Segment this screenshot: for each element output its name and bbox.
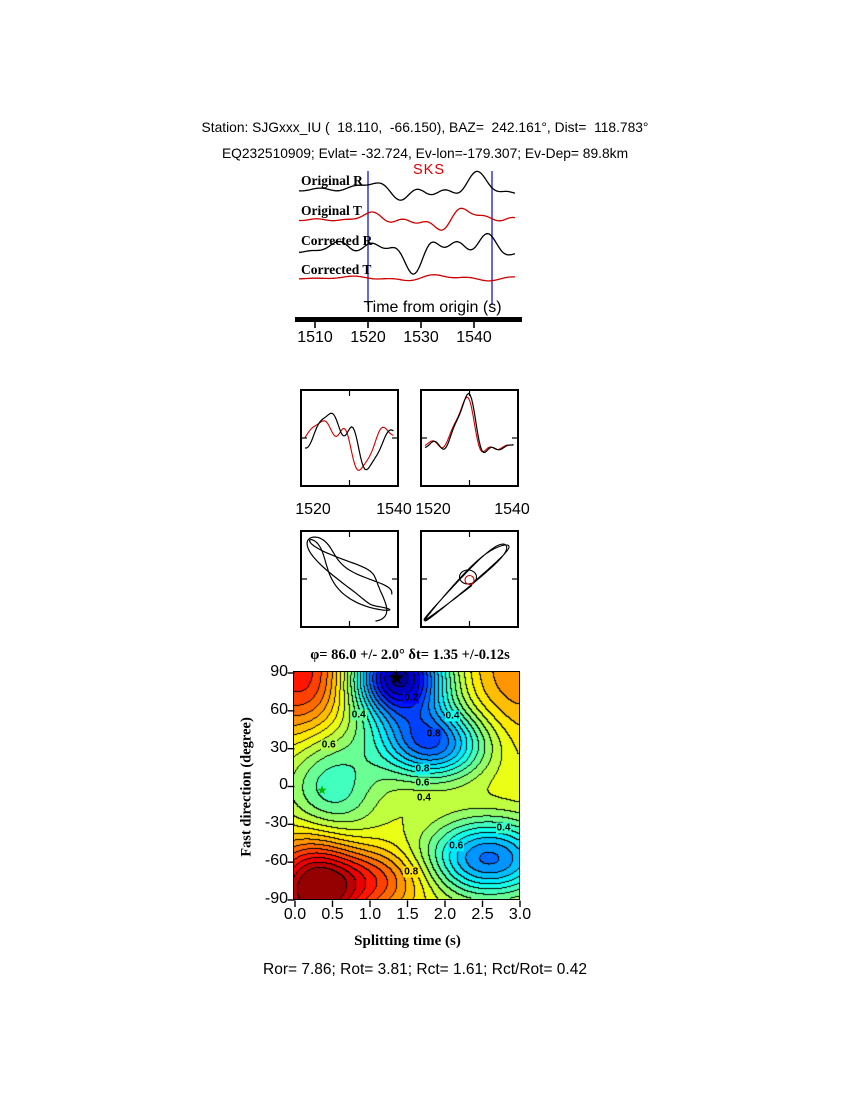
contour-inline-label: 0.4 <box>350 709 367 721</box>
trace-corrected-r <box>298 232 516 275</box>
particle-motion-after <box>422 532 517 626</box>
trace-label-corrected-r: Corrected R <box>301 233 373 248</box>
seismogram-traces-panel <box>298 170 516 305</box>
contour-xtick-label: 0.5 <box>321 906 344 923</box>
window-tick-label: 1540 <box>494 501 530 518</box>
particle-motion-red-loop <box>464 574 475 586</box>
station-header: Station: SJGxxx_IU ( 18.110, -66.150), B… <box>201 120 649 135</box>
contour-inline-label: 0.6 <box>448 840 465 852</box>
window-waveforms-after <box>422 391 517 485</box>
time-axis <box>295 317 522 322</box>
time-tick-label: 1540 <box>456 329 492 346</box>
window-tick-label: 1540 <box>376 501 412 518</box>
contour-xtick-label: 2.0 <box>433 906 457 923</box>
quality-stats: Ror= 7.86; Rot= 3.81; Rct= 1.61; Rct/Rot… <box>263 961 587 978</box>
misfit-contour-plot <box>293 671 521 901</box>
window-r-trace <box>305 412 394 471</box>
contour-xtick-label: 3.0 <box>508 906 532 923</box>
trace-original-r <box>298 170 516 201</box>
event-header: EQ232510909; Evlat= -32.724, Ev-lon=-179… <box>221 146 629 161</box>
contour-inline-label: 0.4 <box>416 792 432 804</box>
contour-ytick-label: 0 <box>279 776 288 794</box>
contour-inline-label: 0.4 <box>495 822 512 834</box>
contour-inline-label: 0.2 <box>403 692 420 704</box>
particle-motion-path-after <box>423 543 510 622</box>
contour-xlabel: Splitting time (s) <box>354 933 461 949</box>
trace-label-original-t: Original T <box>301 203 362 218</box>
contour-ytick-label: 30 <box>270 738 288 756</box>
contour-ytick-label: 60 <box>270 700 288 718</box>
contour-inline-label: 0.8 <box>425 728 442 740</box>
window-tick-label: 1520 <box>415 501 451 518</box>
contour-ytick-label: 90 <box>270 663 288 680</box>
contour-inline-label: 0.6 <box>414 777 431 789</box>
time-axis-title: Time from origin (s) <box>363 299 502 316</box>
time-tick-label: 1520 <box>350 329 386 346</box>
contour-inline-label: 0.6 <box>320 739 337 751</box>
window-tick-label: 1520 <box>295 501 331 518</box>
contour-title: φ= 86.0 +/- 2.0° δt= 1.35 +/-0.12s <box>310 647 510 663</box>
particle-motion-before <box>302 532 397 626</box>
window-waveform-box-left <box>300 389 399 487</box>
contour-inline-label: 0.8 <box>414 763 431 775</box>
trace-label-corrected-t: Corrected T <box>301 262 372 277</box>
window-r-trace <box>424 392 514 453</box>
contour-xtick-label: 2.5 <box>471 906 494 923</box>
contour-xtick-label: 1.5 <box>396 906 419 923</box>
trace-original-t <box>299 207 516 231</box>
phase-label: SKS <box>413 162 446 178</box>
contour-xtick-label: 0.0 <box>283 906 307 923</box>
contour-ytick-label: -60 <box>264 852 288 870</box>
time-tick-label: 1510 <box>297 329 333 346</box>
particle-motion-box-after <box>420 530 519 628</box>
contour-xtick-label: 1.0 <box>358 906 382 923</box>
contour-inline-label: 0.8 <box>403 866 420 878</box>
contour-inline-label: 0.4 <box>444 710 461 722</box>
time-tick-label: 1530 <box>403 329 439 346</box>
contour-ytick-label: -90 <box>264 889 288 907</box>
window-waveform-box-right <box>420 389 519 487</box>
trace-label-original-r: Original R <box>301 173 363 188</box>
particle-motion-path-before <box>306 536 393 622</box>
particle-motion-box-before <box>300 530 399 628</box>
contour-ytick-label: -30 <box>264 814 288 832</box>
trace-corrected-t <box>299 274 515 282</box>
window-waveforms-before <box>302 391 397 485</box>
